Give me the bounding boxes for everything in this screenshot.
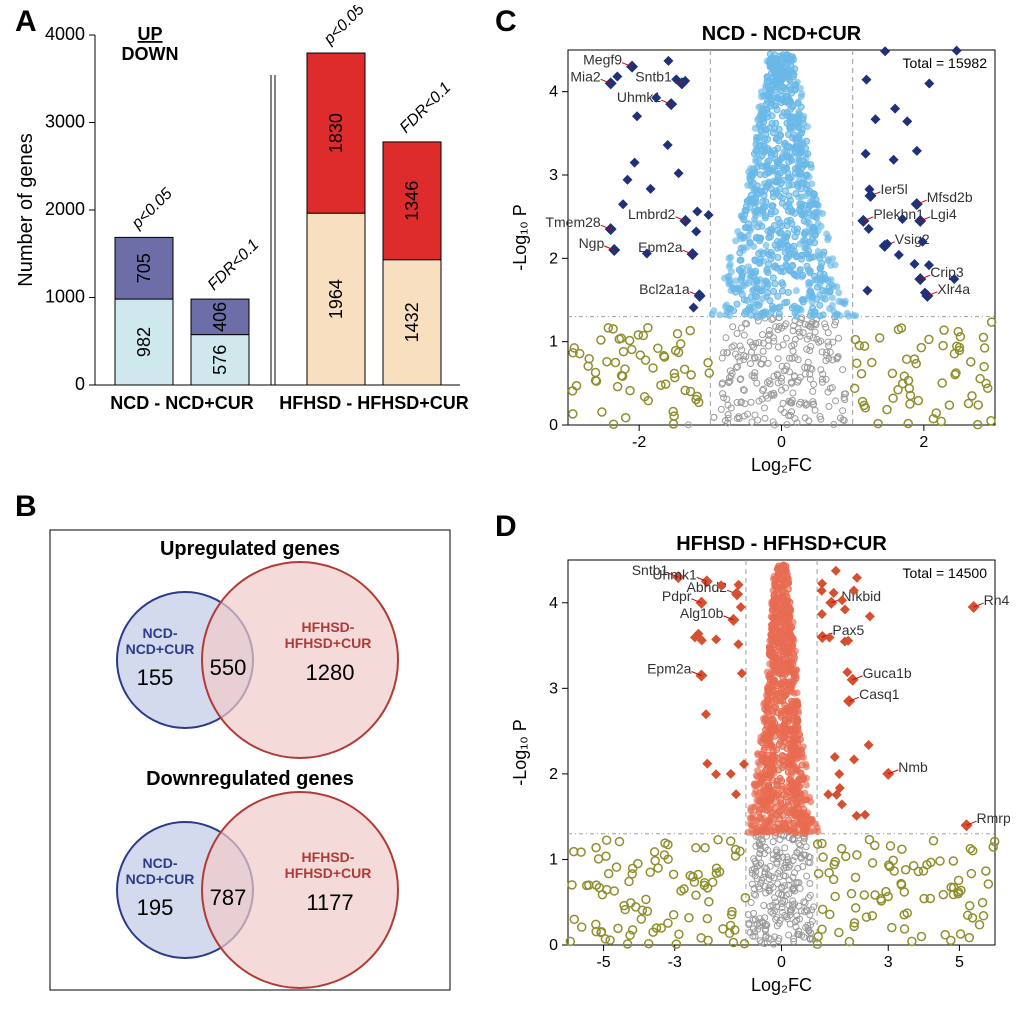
svg-text:DOWN: DOWN: [122, 44, 179, 64]
svg-text:3000: 3000: [45, 112, 85, 132]
svg-text:550: 550: [210, 655, 247, 680]
svg-text:-3: -3: [668, 954, 682, 971]
svg-text:Pax5: Pax5: [832, 622, 864, 638]
svg-text:UP: UP: [137, 24, 162, 44]
svg-text:0: 0: [777, 434, 786, 451]
svg-text:1830: 1830: [326, 113, 346, 153]
svg-text:-Log₁₀ P: -Log₁₀ P: [510, 719, 530, 786]
svg-text:787: 787: [210, 885, 247, 910]
svg-text:Rn45s: Rn45s: [984, 592, 1010, 608]
svg-text:0: 0: [777, 954, 786, 971]
svg-text:4: 4: [549, 595, 558, 612]
points-sig: [745, 562, 822, 837]
svg-text:HFHSD+CUR: HFHSD+CUR: [285, 865, 372, 881]
svg-text:705: 705: [134, 253, 154, 283]
svg-text:p<0.05: p<0.05: [128, 185, 176, 233]
svg-text:Nmb: Nmb: [898, 759, 928, 775]
svg-text:155: 155: [137, 665, 174, 690]
svg-text:HFHSD-: HFHSD-: [302, 619, 355, 635]
svg-text:3: 3: [884, 954, 893, 971]
points-sig: [709, 51, 860, 320]
svg-text:1177: 1177: [306, 890, 353, 915]
svg-text:p<0.05: p<0.05: [320, 5, 368, 49]
svg-text:FDR<0.1: FDR<0.1: [397, 79, 455, 137]
svg-text:0: 0: [549, 417, 558, 434]
svg-text:NCD-: NCD-: [143, 855, 178, 871]
svg-text:1: 1: [549, 334, 558, 351]
gene-labels: Sntb1Uhmk1PdprAbhd2Alg10bNfkbidPax5Rn45s…: [632, 562, 1010, 831]
svg-text:2: 2: [919, 434, 928, 451]
svg-text:2: 2: [549, 250, 558, 267]
svg-text:Casq1: Casq1: [859, 686, 900, 702]
svg-text:Ngp: Ngp: [579, 235, 605, 251]
svg-text:0: 0: [549, 937, 558, 954]
svg-text:Epm2a: Epm2a: [647, 661, 692, 677]
svg-text:1000: 1000: [45, 287, 85, 307]
svg-text:NCD - NCD+CUR: NCD - NCD+CUR: [702, 23, 862, 45]
svg-text:1: 1: [549, 851, 558, 868]
svg-text:406: 406: [210, 302, 230, 332]
svg-text:Lgi4: Lgi4: [930, 206, 957, 222]
svg-text:2000: 2000: [45, 199, 85, 219]
panel-a-label: A: [15, 5, 37, 39]
svg-text:-Log₁₀ P: -Log₁₀ P: [510, 204, 530, 271]
svg-text:Rmrp: Rmrp: [977, 810, 1010, 826]
svg-text:0: 0: [75, 374, 85, 394]
svg-text:Number of genes: Number of genes: [15, 133, 37, 286]
svg-text:NCD+CUR: NCD+CUR: [126, 871, 195, 887]
svg-text:3: 3: [549, 167, 558, 184]
svg-text:HFHSD+CUR: HFHSD+CUR: [285, 635, 372, 651]
gene-labels: Megf9Mia2Sntb1Uhmk1Tmem28Lmbrd2NgpEpm2aB…: [545, 46, 972, 313]
svg-text:FDR<0.1: FDR<0.1: [205, 236, 263, 294]
svg-text:Lmbrd2: Lmbrd2: [628, 206, 676, 222]
svg-text:Nfkbid: Nfkbid: [841, 588, 881, 604]
svg-text:Bcl2a1a: Bcl2a1a: [639, 281, 690, 297]
svg-text:4: 4: [549, 84, 558, 101]
svg-text:5: 5: [955, 954, 964, 971]
svg-text:1432: 1432: [402, 302, 422, 342]
svg-text:Mia2: Mia2: [570, 68, 601, 84]
svg-text:Alg10b: Alg10b: [680, 605, 724, 621]
svg-text:1346: 1346: [402, 181, 422, 221]
svg-text:3: 3: [549, 680, 558, 697]
svg-text:Megf9: Megf9: [583, 52, 622, 68]
svg-text:Log₂FC: Log₂FC: [751, 975, 812, 995]
svg-text:-2: -2: [632, 434, 646, 451]
svg-text:1964: 1964: [326, 279, 346, 319]
svg-text:Upregulated genes: Upregulated genes: [160, 538, 340, 560]
svg-text:Mfsd2b: Mfsd2b: [927, 189, 973, 205]
svg-text:HFHSD - HFHSD+CUR: HFHSD - HFHSD+CUR: [279, 393, 469, 413]
panel-b-label: B: [15, 490, 37, 524]
panel-d-label: D: [495, 510, 517, 544]
svg-text:HFHSD - HFHSD+CUR: HFHSD - HFHSD+CUR: [676, 533, 887, 555]
svg-text:Downregulated genes: Downregulated genes: [146, 768, 354, 790]
svg-text:Guca1b: Guca1b: [863, 665, 912, 681]
svg-text:Log₂FC: Log₂FC: [751, 455, 812, 475]
svg-text:Ier5l: Ier5l: [880, 181, 907, 197]
svg-text:NCD+CUR: NCD+CUR: [126, 641, 195, 657]
svg-text:982: 982: [134, 327, 154, 357]
svg-text:Crip3: Crip3: [930, 264, 964, 280]
svg-text:4000: 4000: [45, 24, 85, 44]
svg-text:Total = 15982: Total = 15982: [903, 55, 988, 71]
points-ns: [745, 831, 816, 947]
svg-text:Tmem28: Tmem28: [545, 214, 600, 230]
svg-text:Sntb1: Sntb1: [635, 68, 672, 84]
svg-text:HFHSD-: HFHSD-: [302, 849, 355, 865]
svg-text:576: 576: [210, 345, 230, 375]
svg-text:NCD - NCD+CUR: NCD - NCD+CUR: [110, 393, 254, 413]
svg-text:Total = 14500: Total = 14500: [903, 565, 988, 581]
svg-text:NCD-: NCD-: [143, 625, 178, 641]
svg-text:2: 2: [549, 766, 558, 783]
svg-text:195: 195: [137, 895, 174, 920]
svg-text:-5: -5: [596, 954, 610, 971]
svg-text:1280: 1280: [306, 660, 355, 685]
panel-c-label: C: [495, 5, 517, 39]
